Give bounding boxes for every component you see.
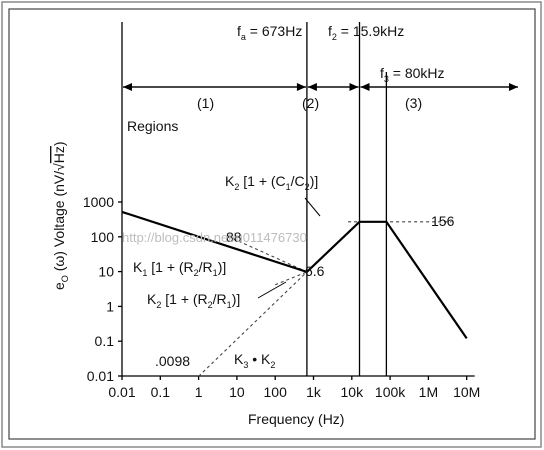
x-tick-label-7: 100k [375, 384, 406, 400]
watermark: http://blog.csdn.net/u011476730 [122, 230, 307, 245]
x-tick-label-3: 10 [229, 384, 245, 400]
value-label-6-6: 6.6 [305, 263, 325, 279]
x-tick-label-0: 0.01 [108, 384, 135, 400]
k1-annotation: K1 [1 + (R2/R1)] [133, 259, 226, 278]
marker-f2-label: f2 = 15.9kHz [328, 23, 404, 42]
y-tick-label-1: 0.1 [95, 333, 115, 349]
y-axis-label: eO (ω) Voltage (nV/√Hz) [51, 141, 70, 290]
k3-k2-extension [198, 271, 308, 377]
x-axis-label: Frequency (Hz) [248, 411, 344, 427]
plot-frame [8, 8, 536, 440]
k2-resistor-annotation: K2 [1 + (R2/R1)] [147, 291, 240, 310]
value-label-0098: .0098 [155, 353, 190, 369]
x-tick-label-2: 1 [195, 384, 203, 400]
x-tick-label-5: 1k [306, 384, 322, 400]
x-ticks: 0.01 0.1 1 10 100 1k 10k 100k 1M 10M [108, 376, 480, 400]
region-2-right-head [349, 83, 359, 91]
k1-extension [232, 238, 308, 273]
k2-res-leader [257, 281, 287, 299]
region-arrows [123, 83, 518, 299]
dashed-asymptotes [198, 221, 452, 377]
regions-label: Regions [127, 118, 178, 134]
marker-f3-label: f3 = 80kHz [380, 65, 445, 84]
axes [121, 22, 475, 377]
y-tick-label-3: 10 [98, 264, 114, 280]
y-ticks: 0.01 0.1 1 10 100 1000 [83, 194, 122, 384]
y-tick-label-2: 1 [106, 298, 114, 314]
x-tick-label-9: 10M [453, 384, 480, 400]
x-tick-label-8: 1M [419, 384, 438, 400]
region-1-right-head [296, 83, 306, 91]
y-tick-label-5: 1000 [83, 194, 114, 210]
corner-frequency-lines [306, 22, 388, 376]
x-tick-label-4: 100 [264, 384, 288, 400]
region-2-label: (2) [302, 95, 319, 111]
x-tick-label-1: 0.1 [151, 384, 171, 400]
k2-capacitor-annotation: K2 [1 + (C1/C2)] [225, 173, 318, 192]
region-3-label: (3) [405, 95, 422, 111]
region-3-right-head [509, 83, 518, 91]
region-1-label: (1) [197, 95, 214, 111]
k2-cap-leader [304, 197, 321, 217]
value-label-156: 156 [431, 213, 455, 229]
y-tick-label-0: 0.01 [87, 368, 114, 384]
marker-fa-label: fa = 673Hz [237, 23, 302, 42]
x-tick-label-6: 10k [341, 384, 365, 400]
y-tick-label-4: 100 [91, 229, 115, 245]
k3-k2-annotation: K3 • K2 [234, 351, 275, 370]
value-label-88: 88 [226, 229, 242, 245]
